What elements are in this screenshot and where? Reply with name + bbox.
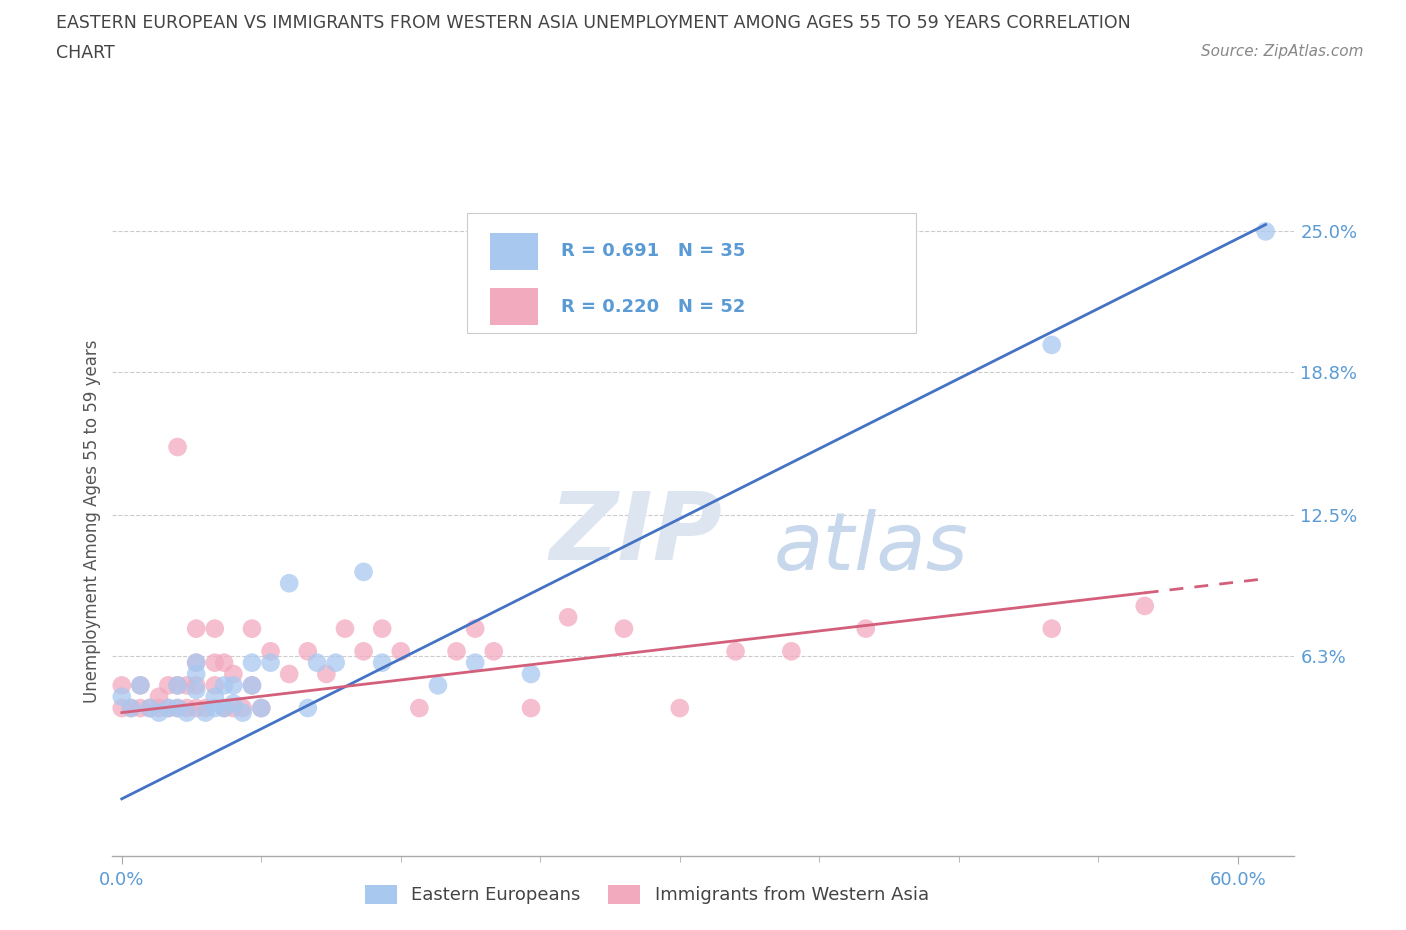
Point [325, 656, 347, 671]
Point [371, 656, 394, 671]
Point [212, 678, 235, 693]
Point [120, 700, 142, 715]
Text: atlas: atlas [773, 509, 969, 587]
Point [240, 621, 263, 636]
Point [138, 700, 160, 715]
Point [353, 644, 375, 658]
Point [204, 689, 226, 704]
Point [186, 656, 208, 671]
Point [353, 565, 375, 579]
Point [157, 700, 180, 715]
Point [250, 700, 273, 715]
Bar [491, 288, 537, 326]
Text: ZIP: ZIP [550, 488, 723, 580]
Point [1133, 599, 1156, 614]
Point [157, 700, 180, 715]
Point [557, 610, 579, 625]
Point [371, 621, 394, 636]
Point [240, 656, 263, 671]
FancyBboxPatch shape [467, 213, 915, 333]
Point [315, 667, 337, 682]
Point [1254, 224, 1277, 239]
Point [278, 667, 301, 682]
Point [157, 678, 180, 693]
Point [204, 700, 226, 715]
Text: Source: ZipAtlas.com: Source: ZipAtlas.com [1201, 44, 1364, 59]
Point [297, 644, 319, 658]
Point [166, 678, 188, 693]
Point [780, 644, 803, 658]
Point [148, 700, 170, 715]
Point [204, 678, 226, 693]
Point [408, 700, 430, 715]
Point [482, 644, 505, 658]
Point [204, 621, 226, 636]
Point [129, 678, 152, 693]
Bar [491, 232, 537, 270]
Point [520, 667, 543, 682]
Point [464, 656, 486, 671]
Point [724, 644, 747, 658]
Point [426, 678, 449, 693]
Point [186, 700, 208, 715]
Point [176, 700, 198, 715]
Point [129, 678, 152, 693]
Point [240, 678, 263, 693]
Point [186, 667, 208, 682]
Point [520, 700, 543, 715]
Point [250, 700, 273, 715]
Point [389, 644, 412, 658]
Point [240, 678, 263, 693]
Point [176, 678, 198, 693]
Point [232, 700, 254, 715]
Point [446, 644, 468, 658]
Point [259, 656, 281, 671]
Point [1040, 338, 1063, 352]
Point [186, 678, 208, 693]
Point [120, 700, 142, 715]
Point [212, 656, 235, 671]
Point [307, 656, 329, 671]
Text: EASTERN EUROPEAN VS IMMIGRANTS FROM WESTERN ASIA UNEMPLOYMENT AMONG AGES 55 TO 5: EASTERN EUROPEAN VS IMMIGRANTS FROM WEST… [56, 14, 1130, 32]
Point [668, 700, 690, 715]
Point [111, 689, 134, 704]
Point [148, 705, 170, 720]
Point [222, 678, 245, 693]
Point [855, 621, 877, 636]
Point [297, 700, 319, 715]
Point [212, 700, 235, 715]
Text: CHART: CHART [56, 44, 115, 61]
Point [186, 656, 208, 671]
Point [186, 621, 208, 636]
Text: R = 0.220   N = 52: R = 0.220 N = 52 [561, 298, 745, 316]
Point [232, 705, 254, 720]
Point [259, 644, 281, 658]
Point [333, 621, 356, 636]
Point [613, 621, 636, 636]
Point [176, 705, 198, 720]
Point [212, 700, 235, 715]
Point [148, 689, 170, 704]
Point [186, 683, 208, 698]
Point [204, 656, 226, 671]
Text: R = 0.691   N = 35: R = 0.691 N = 35 [561, 243, 745, 260]
Point [464, 621, 486, 636]
Point [194, 705, 217, 720]
Point [1040, 621, 1063, 636]
Point [138, 700, 160, 715]
Y-axis label: Unemployment Among Ages 55 to 59 years: Unemployment Among Ages 55 to 59 years [83, 339, 101, 702]
Point [111, 700, 134, 715]
Point [129, 700, 152, 715]
Point [222, 667, 245, 682]
Point [166, 440, 188, 455]
Point [166, 700, 188, 715]
Point [222, 700, 245, 715]
Point [194, 700, 217, 715]
Point [166, 700, 188, 715]
Point [111, 678, 134, 693]
Legend: Eastern Europeans, Immigrants from Western Asia: Eastern Europeans, Immigrants from Weste… [357, 878, 936, 911]
Point [166, 678, 188, 693]
Point [222, 696, 245, 711]
Point [278, 576, 301, 591]
